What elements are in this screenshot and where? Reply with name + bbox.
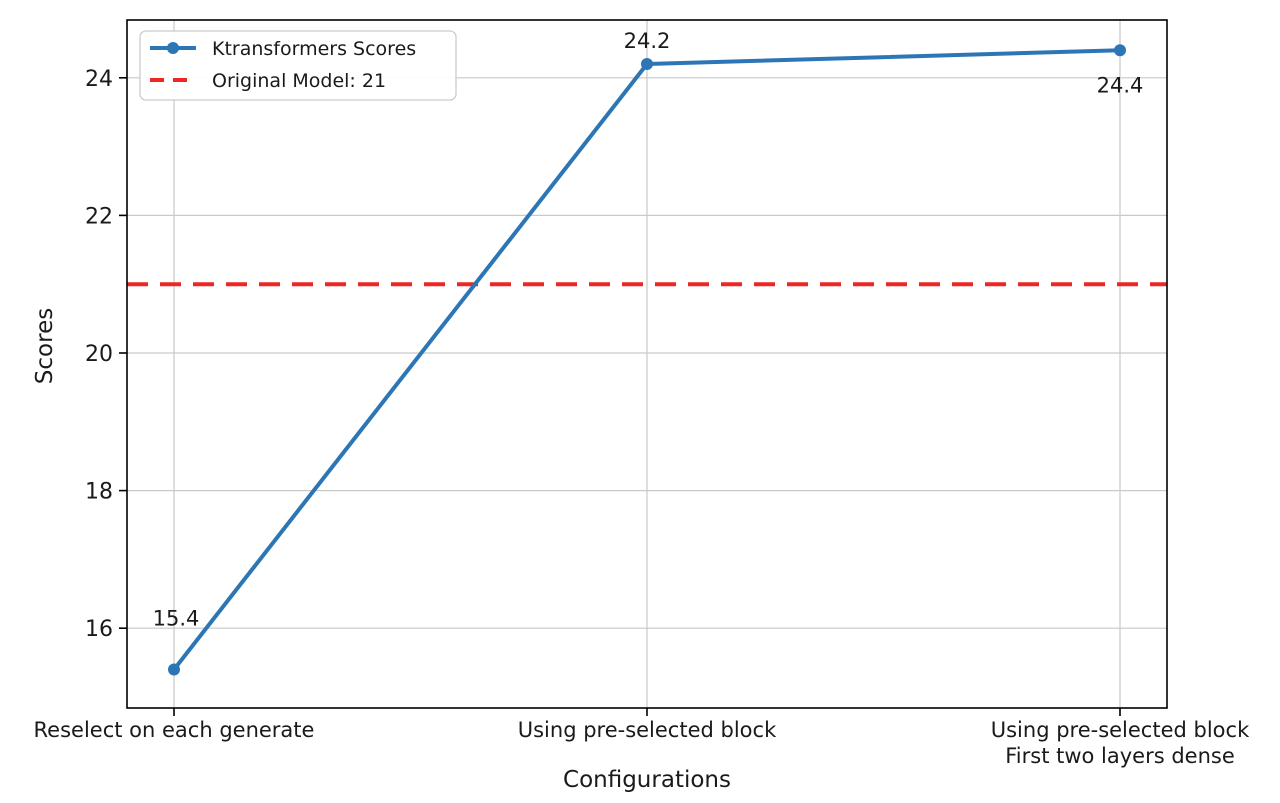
data-point-label: 15.4 [153, 606, 200, 630]
y-tick-label: 24 [85, 67, 113, 92]
y-tick-label: 22 [85, 204, 113, 229]
y-tick-label: 20 [85, 342, 113, 367]
data-point-label: 24.2 [624, 29, 671, 53]
legend-reference-label: Original Model: 21 [212, 70, 386, 92]
y-tick-label: 18 [85, 480, 113, 505]
legend-box [139, 30, 457, 101]
legend-series-label: Ktransformers Scores [212, 38, 416, 60]
x-tick-label: Reselect on each generate [34, 718, 315, 742]
data-point-label: 24.4 [1097, 73, 1144, 97]
y-axis-title: Scores [32, 308, 58, 384]
x-axis-title: Configurations [563, 767, 731, 793]
data-point-marker [641, 58, 653, 71]
legend-series-marker [167, 42, 179, 54]
data-point-marker [1114, 44, 1126, 57]
y-tick-label: 16 [85, 617, 113, 642]
x-tick-label: Using pre-selected block First two layers… [991, 718, 1250, 768]
data-point-marker [168, 663, 180, 676]
x-tick-label: Using pre-selected block [518, 718, 777, 742]
